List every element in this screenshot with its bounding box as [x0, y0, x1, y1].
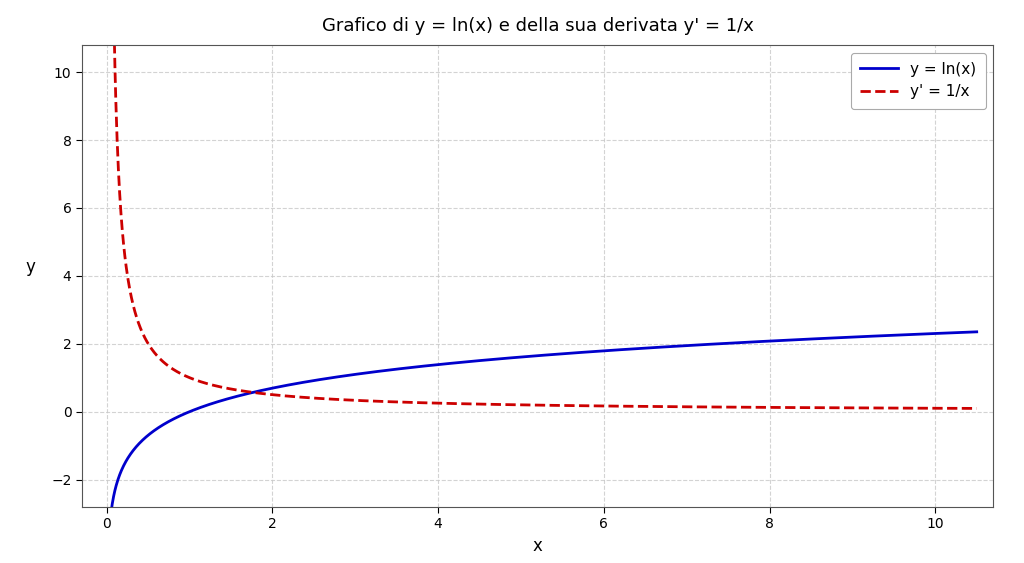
- y = ln(x): [786, 337, 799, 343]
- y' = 1/x: [525, 401, 538, 408]
- y' = 1/x: [971, 405, 983, 412]
- Y-axis label: y: y: [26, 258, 35, 276]
- y' = 1/x: [786, 404, 799, 411]
- Title: Grafico di y = ln(x) e della sua derivata y' = 1/x: Grafico di y = ln(x) e della sua derivat…: [322, 17, 754, 35]
- y = ln(x): [147, 428, 160, 435]
- y = ln(x): [945, 329, 957, 336]
- y' = 1/x: [945, 405, 957, 412]
- Line: y = ln(x): y = ln(x): [110, 332, 977, 531]
- Legend: y = ln(x), y' = 1/x: y = ln(x), y' = 1/x: [851, 53, 986, 109]
- y' = 1/x: [945, 405, 957, 412]
- y = ln(x): [103, 528, 116, 534]
- Line: y' = 1/x: y' = 1/x: [110, 0, 977, 408]
- y' = 1/x: [147, 348, 160, 355]
- y' = 1/x: [502, 401, 514, 408]
- X-axis label: x: x: [532, 537, 543, 555]
- y = ln(x): [945, 329, 957, 336]
- y = ln(x): [971, 328, 983, 335]
- y = ln(x): [502, 355, 514, 361]
- y = ln(x): [525, 353, 538, 360]
